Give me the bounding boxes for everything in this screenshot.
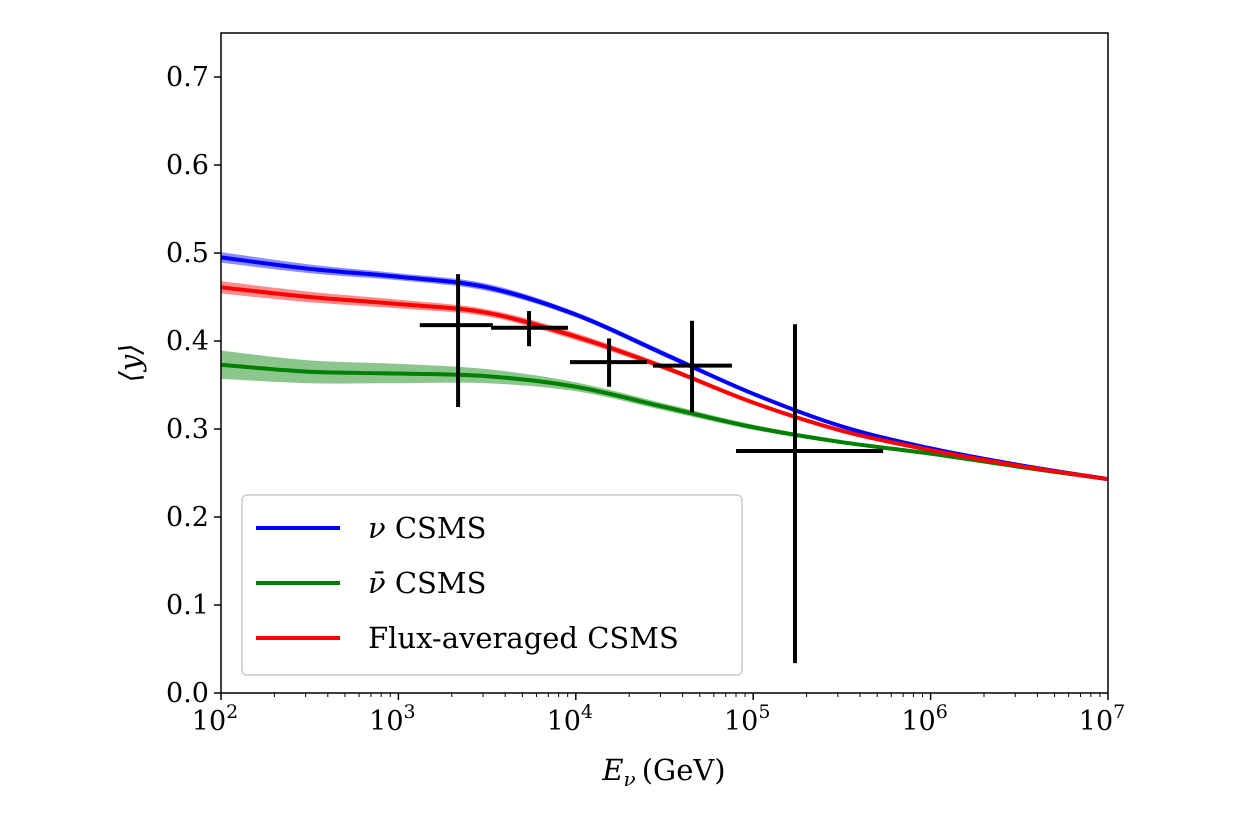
y-tick-label: 0.1	[166, 590, 209, 621]
x-axis-label-main: E	[601, 753, 623, 787]
y-tick-label: 0.3	[166, 414, 209, 445]
y-tick-label: 0.2	[166, 502, 209, 533]
data-point-4	[736, 324, 884, 664]
legend-label-2: Flux-averaged CSMS	[368, 621, 679, 655]
x-tick-exponent: 6	[936, 701, 948, 723]
x-axis-label-sub: ν	[624, 767, 636, 791]
y-tick-label: 0.0	[166, 678, 209, 709]
x-tick-label: 106	[901, 701, 947, 737]
y-tick-label: 0.6	[166, 150, 209, 181]
y-axis-label: ⟨y⟩	[113, 343, 147, 382]
x-tick-label: 103	[369, 701, 415, 737]
legend-label-0: ν CSMS	[368, 511, 486, 545]
x-axis-label-unit: (GeV)	[642, 753, 726, 787]
x-axis-label: Eν (GeV)	[601, 753, 725, 791]
x-tick-label: 107	[1079, 701, 1125, 737]
legend-label-1: ν̄ CSMS	[368, 566, 486, 600]
plot-frame	[220, 32, 1109, 694]
y-tick-label: 0.4	[166, 326, 209, 357]
legend-text: CSMS	[395, 511, 487, 545]
x-tick-exponent: 3	[404, 701, 416, 723]
x-tick-base: 10	[547, 706, 581, 737]
x-tick-label: 102	[192, 701, 238, 737]
band-2	[221, 281, 1108, 481]
x-tick-exponent: 7	[1113, 701, 1125, 723]
y-tick-label: 0.7	[166, 62, 209, 93]
data-points	[419, 274, 884, 664]
x-tick-exponent: 5	[758, 701, 770, 723]
x-tick-base: 10	[369, 706, 403, 737]
data-point-1	[491, 311, 568, 347]
legend-text: Flux-averaged CSMS	[368, 621, 679, 655]
x-tick-label: 105	[724, 701, 770, 737]
data-point-0	[419, 274, 493, 407]
x-tick-exponent: 2	[226, 701, 238, 723]
x-tick-base: 10	[901, 706, 935, 737]
legend-text: CSMS	[395, 566, 487, 600]
series-line-1	[220, 362, 1109, 482]
y-tick-label: 0.5	[166, 238, 209, 269]
data-point-3	[652, 320, 732, 413]
legend-math: ν̄	[368, 566, 395, 600]
x-tick-base: 10	[724, 706, 758, 737]
data-point-2	[569, 338, 648, 387]
x-tick-label: 104	[547, 701, 593, 737]
x-tick-base: 10	[192, 706, 226, 737]
legend-box	[241, 494, 743, 676]
legend-math: ν	[368, 511, 395, 545]
x-tick-exponent: 4	[581, 701, 593, 723]
x-tick-base: 10	[1079, 706, 1113, 737]
